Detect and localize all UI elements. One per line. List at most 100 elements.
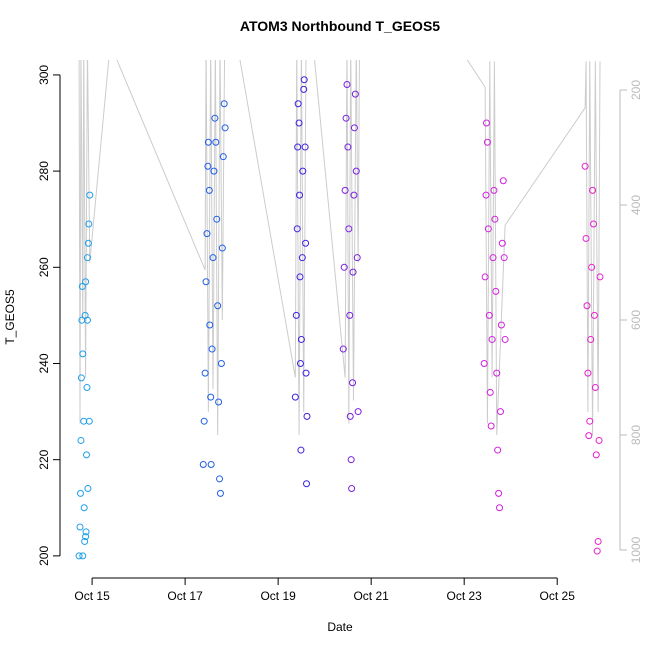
point — [589, 220, 597, 228]
point — [486, 388, 494, 396]
point — [82, 533, 90, 541]
point — [582, 234, 590, 242]
point — [206, 321, 214, 329]
y2-tick-label: 600 — [629, 310, 643, 330]
point — [303, 480, 311, 488]
point — [295, 119, 303, 127]
point — [80, 504, 88, 512]
point — [85, 417, 93, 425]
point — [76, 523, 84, 531]
point — [207, 460, 215, 468]
point — [350, 191, 358, 199]
point — [499, 177, 507, 185]
point — [480, 359, 488, 367]
point — [204, 138, 212, 146]
point — [83, 316, 91, 324]
point — [341, 186, 349, 194]
point — [212, 138, 220, 146]
point — [221, 124, 229, 132]
point — [345, 225, 353, 233]
point — [84, 485, 92, 493]
point — [342, 114, 350, 122]
point — [500, 254, 508, 262]
point — [493, 369, 501, 377]
point — [77, 374, 85, 382]
x-tick-label: Oct 21 — [353, 589, 389, 603]
point — [296, 191, 304, 199]
point — [200, 417, 208, 425]
point — [496, 408, 504, 416]
point — [83, 451, 91, 459]
point — [354, 408, 362, 416]
point — [297, 446, 305, 454]
point — [207, 393, 215, 401]
point — [79, 350, 87, 358]
point — [588, 263, 596, 271]
point — [302, 369, 310, 377]
point — [216, 489, 224, 497]
point — [584, 369, 592, 377]
point — [211, 114, 219, 122]
point — [351, 90, 359, 98]
point — [489, 254, 497, 262]
y-tick-label: 200 — [37, 546, 51, 566]
point — [349, 379, 357, 387]
point — [294, 143, 302, 151]
y2-tick-label: 800 — [629, 425, 643, 445]
point — [79, 552, 87, 560]
point — [592, 451, 600, 459]
point — [75, 552, 83, 560]
point — [299, 167, 307, 175]
y-tick-label: 260 — [37, 257, 51, 277]
point — [339, 345, 347, 353]
point — [203, 230, 211, 238]
y-tick-label: 300 — [37, 65, 51, 85]
point — [483, 138, 491, 146]
point — [350, 124, 358, 132]
point — [496, 504, 504, 512]
x-axis-label: Date — [327, 620, 353, 634]
chart-title: ATOM3 Northbound T_GEOS5 — [240, 18, 440, 34]
point — [76, 489, 84, 497]
point — [298, 254, 306, 262]
point — [495, 489, 503, 497]
point — [300, 85, 308, 93]
point — [209, 254, 217, 262]
x-tick-label: Oct 25 — [540, 589, 576, 603]
point — [501, 335, 509, 343]
point — [301, 143, 309, 151]
point — [210, 167, 218, 175]
point — [343, 81, 351, 89]
point — [82, 278, 90, 286]
point — [344, 143, 352, 151]
point — [587, 335, 595, 343]
point — [81, 537, 89, 545]
point — [215, 398, 223, 406]
point — [485, 311, 493, 319]
point — [349, 268, 357, 276]
point — [82, 528, 90, 536]
point — [498, 239, 506, 247]
point — [583, 302, 591, 310]
point — [346, 412, 354, 420]
point — [302, 239, 310, 247]
point — [216, 475, 224, 483]
point — [346, 311, 354, 319]
point — [491, 215, 499, 223]
point — [497, 321, 505, 329]
point — [84, 239, 92, 247]
point — [294, 100, 302, 108]
point — [204, 162, 212, 170]
point — [348, 485, 356, 493]
point — [585, 432, 593, 440]
point — [340, 263, 348, 271]
point — [589, 186, 597, 194]
point — [293, 225, 301, 233]
plot-area — [75, 60, 604, 560]
point — [353, 254, 361, 262]
x-tick-label: Oct 19 — [260, 589, 296, 603]
y-axis-label: T_GEOS5 — [3, 289, 17, 345]
point — [590, 311, 598, 319]
point — [481, 273, 489, 281]
